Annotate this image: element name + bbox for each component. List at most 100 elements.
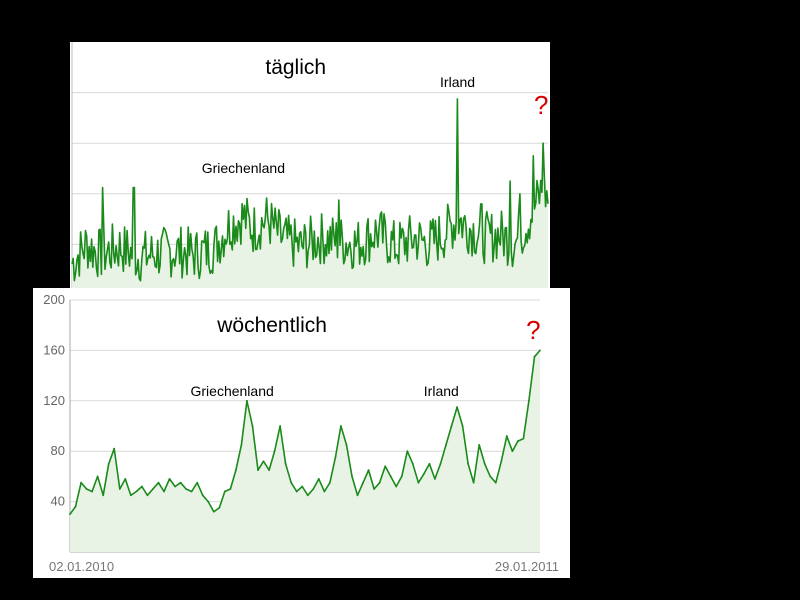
weekly-point-56 [378,481,381,484]
weekly-point-16 [157,481,160,484]
weekly-point-1 [74,505,77,508]
weekly-point-47 [328,481,331,484]
weekly-point-30 [234,469,237,471]
weekly-point-25 [207,500,210,503]
weekly-point-12 [135,490,138,493]
weekly-point-11 [129,494,132,497]
weekly-chart-panel: 40 80 120 160 200 wöchentlich Griechenland Irla… [33,288,570,578]
weekly-y-tick-2: 120 [43,393,65,408]
weekly-point-54 [367,469,370,471]
weekly-point-45 [317,478,320,480]
weekly-annotation-irland: Irland [424,383,459,399]
weekly-y-tick-3: 160 [43,342,65,357]
weekly-point-38 [279,425,282,427]
weekly-point-84 [533,355,536,358]
weekly-point-14 [146,494,149,497]
weekly-point-26 [212,510,215,513]
weekly-point-43 [306,494,309,497]
weekly-y-tick-1: 80 [51,443,65,458]
weekly-point-7 [107,462,110,465]
weekly-point-5 [96,475,99,478]
weekly-point-42 [301,485,304,488]
weekly-point-58 [389,475,392,478]
weekly-point-66 [434,478,436,480]
weekly-point-3 [85,488,88,490]
weekly-point-22 [190,490,193,493]
weekly-y-tick-4: 200 [43,292,65,307]
weekly-point-78 [500,460,503,463]
daily-area-fill [72,98,548,296]
weekly-point-40 [290,481,293,484]
weekly-point-70 [456,406,458,408]
weekly-point-15 [152,488,154,490]
weekly-point-67 [439,462,442,465]
weekly-point-6 [102,494,105,497]
daily-chart-panel: täglich Griechenland Irland? [70,42,550,297]
weekly-point-51 [351,475,353,478]
weekly-point-17 [163,490,165,493]
weekly-point-76 [489,475,492,478]
weekly-point-39 [284,462,287,465]
weekly-point-34 [257,469,259,471]
weekly-point-29 [229,488,232,490]
weekly-point-49 [340,425,342,427]
weekly-chart: 40 80 120 160 200 wöchentlich Griechenland Irla… [43,292,559,574]
weekly-point-0 [69,513,71,516]
weekly-point-48 [334,456,337,459]
weekly-point-31 [240,444,243,446]
weekly-point-24 [201,494,204,497]
weekly-point-18 [168,478,171,480]
weekly-point-8 [113,447,116,450]
weekly-point-35 [262,460,265,463]
weekly-point-41 [295,490,298,493]
weekly-point-85 [539,349,541,352]
weekly-point-10 [124,478,127,480]
weekly-point-37 [273,450,276,453]
weekly-point-83 [528,399,530,402]
weekly-point-79 [505,435,508,437]
weekly-point-27 [218,507,221,509]
weekly-point-23 [196,481,199,484]
daily-annotation-irland: Irland [440,74,475,90]
weekly-point-57 [384,465,387,468]
weekly-point-71 [461,425,464,427]
daily-annotation-question: ? [534,90,548,120]
weekly-point-63 [417,481,420,484]
weekly-area-fill [70,350,540,552]
weekly-point-13 [140,485,143,488]
weekly-point-50 [345,444,348,446]
daily-chart-title: täglich [265,56,326,79]
weekly-annotation-question: ? [526,315,540,345]
weekly-point-60 [400,475,403,478]
weekly-y-tick-0: 40 [51,494,65,509]
weekly-point-69 [450,425,453,427]
weekly-point-2 [80,481,82,484]
weekly-point-44 [312,488,315,490]
weekly-point-82 [522,437,525,440]
weekly-x-start-label: 02.01.2010 [49,559,114,574]
weekly-point-73 [472,481,475,484]
weekly-point-75 [483,462,486,465]
daily-chart: täglich Griechenland Irland? [71,42,549,296]
daily-annotation-griechenland: Griechenland [202,160,285,176]
weekly-point-55 [373,488,376,490]
daily-series-line [71,98,549,282]
weekly-chart-title: wöchentlich [216,314,327,337]
weekly-point-33 [251,425,254,427]
weekly-point-74 [478,444,481,446]
weekly-point-52 [356,494,359,497]
weekly-point-61 [406,450,409,453]
weekly-point-19 [174,485,176,488]
weekly-point-80 [511,450,514,453]
weekly-point-62 [411,462,414,465]
weekly-point-36 [268,469,270,471]
weekly-point-68 [445,444,447,446]
weekly-point-4 [91,490,94,493]
weekly-annotation-griechenland: Griechenland [191,383,274,399]
weekly-series-line [69,349,541,515]
weekly-point-32 [246,399,248,402]
weekly-point-9 [118,488,121,490]
weekly-point-77 [494,481,497,484]
weekly-point-21 [185,488,188,490]
weekly-point-64 [422,472,425,475]
